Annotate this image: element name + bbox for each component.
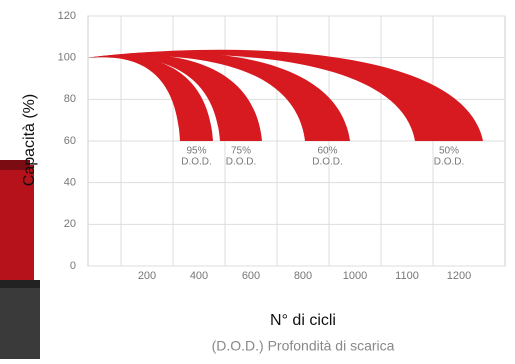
band-label: D.O.D. xyxy=(181,157,212,168)
band-label: 75% xyxy=(231,146,251,157)
dod-band xyxy=(88,55,213,142)
y-axis-label: Capacità (%) xyxy=(21,94,38,186)
y-tick-label: 60 xyxy=(64,135,76,147)
y-tick-label: 120 xyxy=(58,10,76,22)
band-label: D.O.D. xyxy=(226,157,257,168)
band-label: D.O.D. xyxy=(312,157,343,168)
dod-band xyxy=(88,49,483,141)
y-tick-label: 40 xyxy=(64,177,76,189)
band-label: 60% xyxy=(317,146,337,157)
x-tick-label: 1200 xyxy=(447,270,471,282)
x-tick-label: 600 xyxy=(242,270,260,282)
subtitle: (D.O.D.) Profondità di scarica xyxy=(212,338,395,354)
x-tick-label: 1000 xyxy=(343,270,367,282)
y-tick-label: 80 xyxy=(64,93,76,105)
x-tick-label: 1100 xyxy=(395,270,419,282)
y-tick-label: 0 xyxy=(70,260,76,272)
dod-band xyxy=(88,52,350,141)
band-label: 95% xyxy=(186,146,206,157)
band-label: 50% xyxy=(439,146,459,157)
x-tick-label: 800 xyxy=(294,270,312,282)
x-tick-label: 200 xyxy=(138,270,156,282)
y-tick-label: 100 xyxy=(58,52,76,64)
y-tick-label: 20 xyxy=(64,218,76,230)
dod-band xyxy=(88,54,262,141)
x-tick-label: 400 xyxy=(190,270,208,282)
band-label: D.O.D. xyxy=(434,157,465,168)
battery-photo xyxy=(0,160,40,359)
x-axis-label: N° di cicli xyxy=(270,312,336,329)
